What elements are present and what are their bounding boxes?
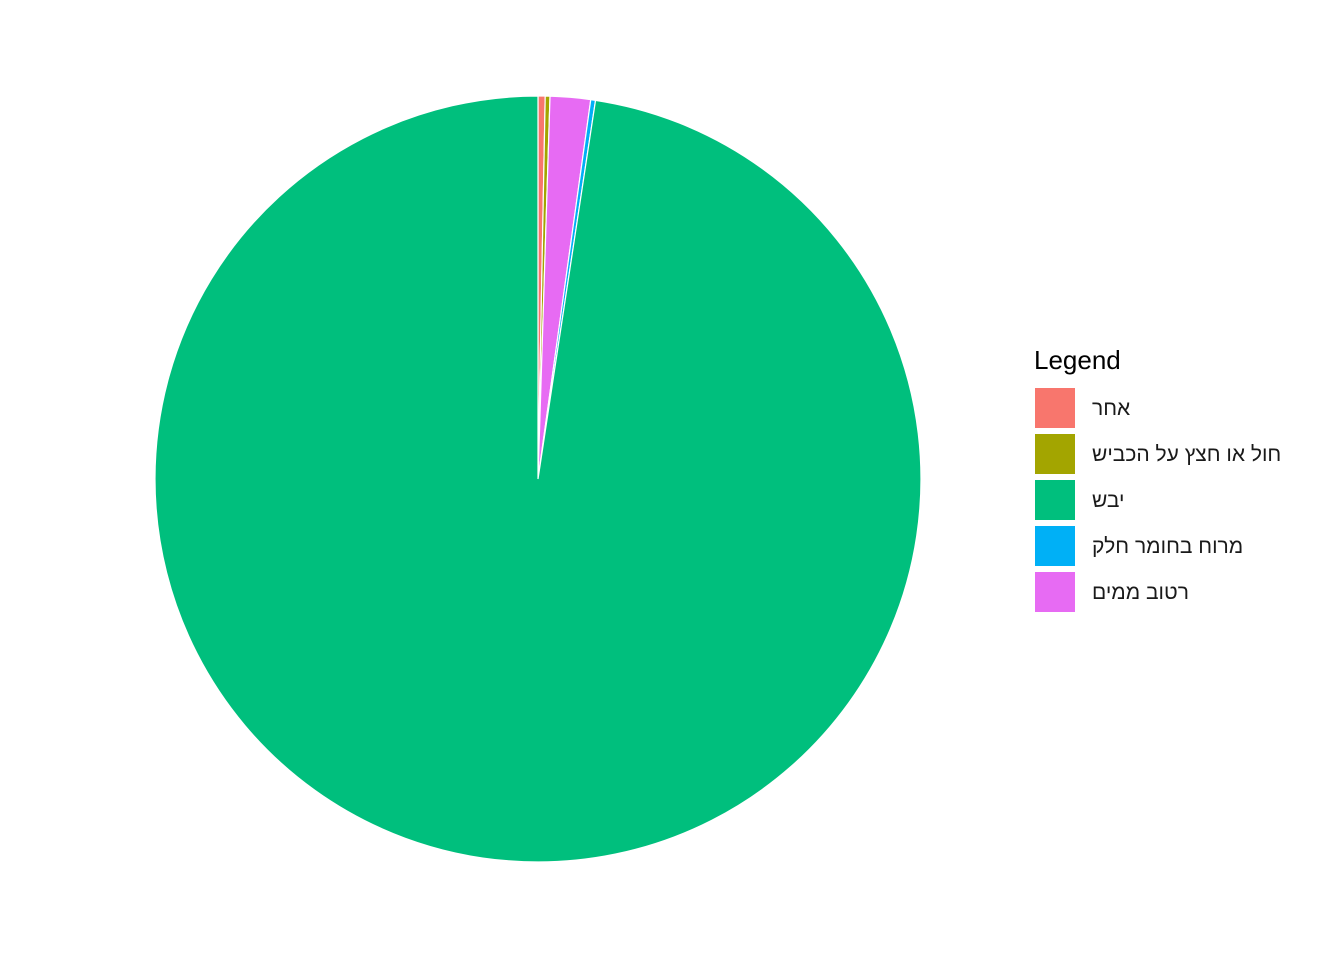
legend-key-swatch xyxy=(1035,526,1075,566)
legend-label: חול או חצץ על הכביש xyxy=(1092,443,1282,466)
legend-key-swatch xyxy=(1035,480,1075,520)
legend-key-swatch xyxy=(1035,434,1075,474)
pie-slice xyxy=(154,95,922,863)
legend-item-slippery-substance: מרוח בחומר חלק xyxy=(1034,524,1324,570)
legend-title: Legend xyxy=(1034,345,1121,375)
legend-label: אחר xyxy=(1092,397,1131,420)
legend-key-swatch xyxy=(1035,388,1075,428)
legend-key-swatch xyxy=(1035,572,1075,612)
legend-item-other: אחר xyxy=(1034,386,1324,432)
legend-item-dry: יבש xyxy=(1034,478,1324,524)
legend-item-sand-or-gravel: חול או חצץ על הכביש xyxy=(1034,432,1324,478)
pie-slices xyxy=(154,95,922,863)
legend: Legend אחר חול או חצץ על הכביש יבש מרוח … xyxy=(1034,340,1324,616)
legend-label: מרוח בחומר חלק xyxy=(1092,535,1244,558)
legend-label: רטוב ממים xyxy=(1092,581,1189,604)
legend-item-wet: רטוב ממים xyxy=(1034,570,1324,616)
legend-label: יבש xyxy=(1092,489,1125,512)
